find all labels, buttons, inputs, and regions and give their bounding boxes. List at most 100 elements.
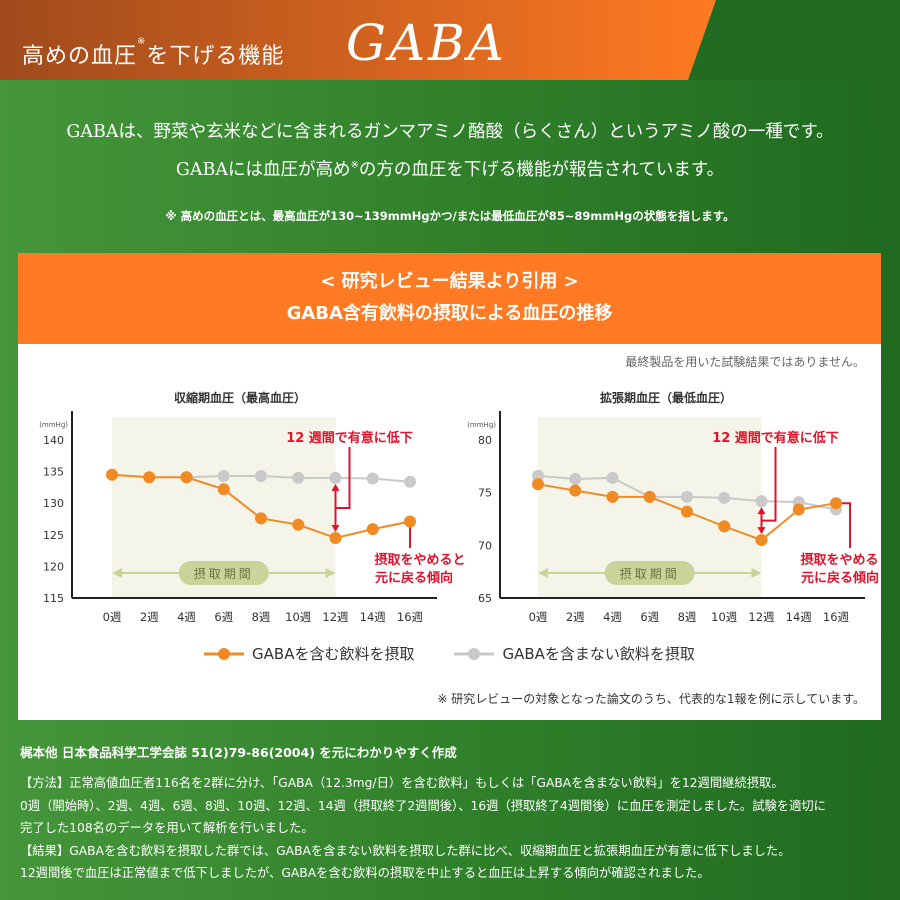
banner-brand: GABA	[346, 14, 507, 72]
gaba-data-point	[718, 520, 731, 533]
intake-period-badge	[178, 561, 269, 585]
x-tick-label: 12週	[322, 610, 349, 624]
x-tick-label: 0週	[103, 610, 122, 624]
x-tick-label: 6週	[640, 610, 659, 624]
legend: GABAを含む飲料を摂取 GABAを含まない飲料を摂取	[18, 643, 881, 664]
intake-period-label: 摂取期間	[620, 566, 680, 581]
intro-line-1: GABAは、野菜や玄米などに含まれるガンマアミノ酪酸（らくさん）というアミノ酸の…	[66, 122, 834, 142]
control-data-point	[755, 495, 768, 508]
intro-line-2: GABAには血圧が高め※の方の血圧を下げる機能が報告されています。	[175, 159, 725, 180]
x-tick-label: 8週	[678, 610, 697, 624]
x-tick-label: 0週	[529, 610, 548, 624]
rebound-label-1: 摂取をやめると	[800, 552, 881, 568]
gaba-data-point	[532, 478, 544, 491]
y-tick-label: 70	[478, 539, 492, 552]
card-header: < 研究レビュー結果より引用 > GABA含有飲料の摂取による血圧の推移	[18, 253, 881, 344]
orange-line-marker-icon	[204, 647, 245, 660]
card-header-line-1: < 研究レビュー結果より引用 >	[320, 271, 579, 292]
results-line-1: 【結果】GABAを含む飲料を摂取した群では、GABAを含まない飲料を摂取した群に…	[20, 843, 791, 858]
rebound-label-1: 摂取をやめると	[374, 552, 465, 568]
x-tick-label: 12週	[748, 610, 775, 624]
y-tick-label: 140	[43, 434, 64, 447]
intake-period-badge	[604, 561, 695, 585]
disclaimer: 最終製品を用いた試験結果ではありません。	[625, 355, 865, 369]
control-data-point	[606, 471, 619, 484]
control-data-point	[718, 491, 731, 504]
gaba-data-point	[569, 484, 582, 497]
y-tick-label: 135	[43, 466, 64, 479]
citation: 梶本他 日本食品科学工学会誌 51(2)79-86(2004) を元にわかりやす…	[20, 745, 457, 760]
footnote-representative: ※ 研究レビューの対象となった論文のうち、代表的な1報を例に示しています。	[437, 692, 865, 706]
rebound-label-2: 元に戻る傾向	[375, 570, 453, 586]
gaba-data-point	[106, 468, 118, 481]
banner-background	[0, 0, 900, 80]
header-banner: 高めの血圧※を下げる機能 GABA	[0, 0, 900, 80]
arrow-down-icon	[331, 524, 340, 532]
card-header-line-2: GABA含有飲料の摂取による血圧の推移	[286, 303, 613, 324]
chart-systolic: 摂取期間 (mmHg) 140 135 130 125 120 115 0週 2週 4週 6週 8週 10…	[39, 411, 466, 624]
control-data-point	[569, 472, 582, 485]
charts-svg: 摂取期間 (mmHg) 140 135 130 125 120 115 0週 2週 4週 6週 8週 10…	[39, 411, 881, 624]
x-tick-label: 8週	[252, 610, 271, 624]
chart-title-systolic: 収縮期血圧（最高血圧）	[174, 391, 307, 405]
control-data-point	[329, 471, 342, 484]
gaba-data-point	[404, 515, 416, 528]
control-data-point	[532, 469, 544, 482]
gaba-data-point	[643, 490, 656, 503]
y-tick-label: 130	[43, 497, 64, 510]
significance-label: 12 週間で有意に低下	[712, 430, 839, 446]
legend-item-gaba: GABAを含む飲料を摂取	[204, 643, 414, 664]
gaba-data-point	[329, 531, 342, 544]
y-tick-label: 80	[478, 434, 492, 447]
control-data-point	[292, 471, 305, 484]
arrow-right-icon	[325, 568, 336, 578]
x-tick-label: 10週	[711, 610, 738, 624]
footnote-high-bp: ※ 高めの血圧とは、最高血圧が130~139mmHgかつ/または最低血圧が85~…	[165, 209, 735, 223]
gaba-data-point	[180, 471, 193, 484]
x-tick-label: 14週	[360, 610, 387, 624]
gaba-data-point	[681, 505, 693, 518]
significance-leader	[335, 447, 351, 509]
arrow-left-icon	[538, 568, 548, 578]
x-tick-label: 4週	[177, 610, 196, 624]
rebound-label-2: 元に戻る傾向	[801, 570, 879, 586]
gaba-data-point	[830, 497, 842, 510]
gaba-data-point	[292, 518, 305, 531]
x-tick-label: 14週	[786, 610, 813, 624]
control-data-point	[404, 475, 416, 488]
control-data-point	[255, 470, 267, 483]
method-line-3: 完了した108名のデータを用いて解析を行いました。	[20, 821, 314, 835]
intro-text: GABAは、野菜や玄米などに含まれるガンマアミノ酪酸（らくさん）というアミノ酸の…	[0, 115, 900, 187]
y-tick-label: 120	[43, 560, 64, 573]
x-tick-label: 16週	[823, 610, 850, 624]
control-data-point	[217, 470, 230, 483]
significance-leader	[761, 447, 777, 522]
method-line-2: 0週（開始時）、2週、4週、6週、8週、10週、12週、14週（摂取終了2週間後…	[20, 798, 826, 813]
control-data-point	[681, 490, 693, 503]
chart-diastolic: 摂取期間 (mmHg) 80 75 70 65 0週 2週 4週 6週 8週 10週 12週 14週 16週…	[467, 411, 881, 624]
chart-title-diastolic: 拡張期血圧（最低血圧）	[600, 391, 733, 405]
arrow-up-icon	[757, 507, 766, 515]
legend-item-control: GABAを含まない飲料を摂取	[454, 643, 695, 664]
y-tick-label: 115	[43, 592, 64, 605]
y-axis-unit: (mmHg)	[467, 421, 496, 429]
chart-card: < 研究レビュー結果より引用 > GABA含有飲料の摂取による血圧の推移 最終製…	[18, 253, 881, 720]
x-tick-label: 6週	[214, 610, 233, 624]
results-line-2: 12週間後で血圧は正常値まで低下しましたが、GABAを含む飲料の摂取を中止すると…	[20, 866, 710, 880]
gaba-data-point	[366, 523, 379, 536]
x-tick-label: 16週	[397, 610, 424, 624]
gaba-data-point	[792, 503, 805, 516]
significance-label: 12 週間で有意に低下	[286, 430, 413, 446]
arrow-up-icon	[331, 483, 340, 491]
gray-line-marker-icon	[454, 647, 495, 660]
y-axis-unit: (mmHg)	[39, 421, 68, 429]
arrow-right-icon	[751, 568, 762, 578]
x-tick-label: 2週	[140, 610, 159, 624]
y-tick-label: 75	[478, 487, 492, 500]
y-tick-label: 65	[478, 592, 492, 605]
gaba-data-point	[255, 512, 267, 525]
y-tick-label: 125	[43, 529, 64, 542]
arrow-down-icon	[757, 527, 766, 535]
gaba-data-point	[217, 483, 230, 496]
gaba-data-point	[606, 490, 619, 503]
